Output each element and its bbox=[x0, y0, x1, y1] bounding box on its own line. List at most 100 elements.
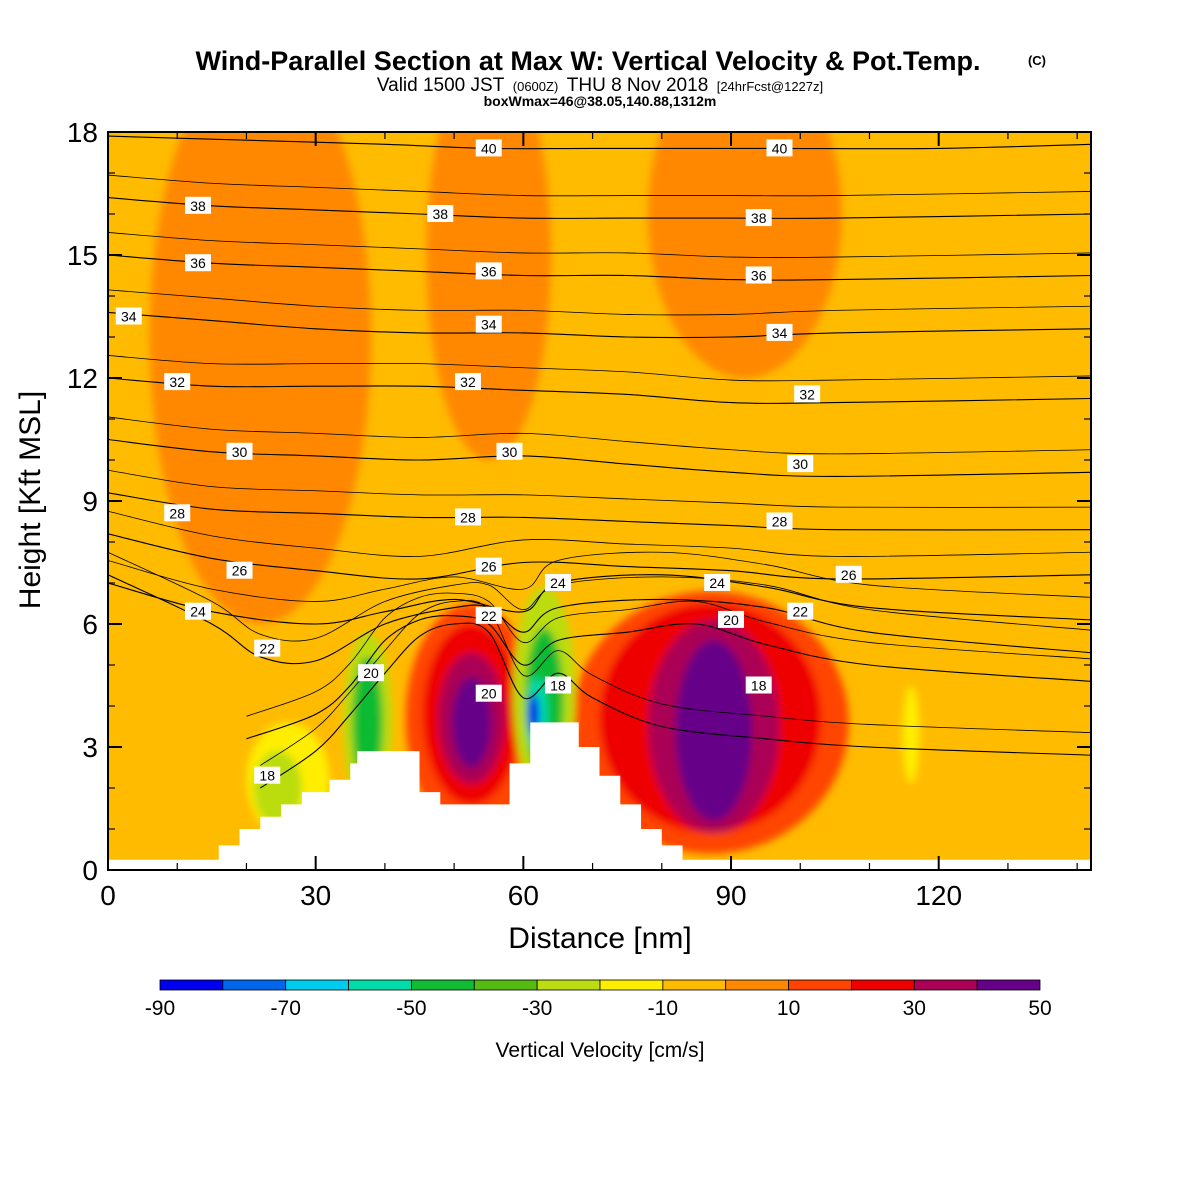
theta-contour-minor-34 bbox=[108, 289, 1091, 316]
svg-text:34: 34 bbox=[121, 309, 137, 325]
theta-contour-40 bbox=[108, 135, 1091, 150]
svg-text:18: 18 bbox=[259, 768, 275, 784]
svg-text:36: 36 bbox=[190, 255, 206, 271]
colorbar: -90 -70 -50 -30 -10 10 30 50 bbox=[145, 979, 1052, 1020]
velocity-cell-20 bbox=[364, 710, 378, 760]
velocity-cell-0 bbox=[149, 132, 372, 624]
theta-contour-minor-24 bbox=[108, 551, 1091, 602]
svg-text:34: 34 bbox=[772, 325, 788, 341]
theta-label-20-2: 20 bbox=[718, 610, 745, 628]
theta-label-32-1: 32 bbox=[454, 373, 481, 391]
theta-contour-minor-28 bbox=[108, 469, 1091, 508]
theta-contour-minor-32 bbox=[108, 355, 1091, 382]
svg-text:32: 32 bbox=[169, 374, 185, 390]
x-tick-label-90: 90 bbox=[715, 880, 746, 911]
colorbar-swatch-11 bbox=[851, 979, 915, 991]
chart-subtitle-box-wmax: boxWmax=46@38.05,140.88,1312m bbox=[484, 93, 717, 109]
y-tick-label-9: 9 bbox=[82, 486, 98, 517]
theta-contour-24 bbox=[108, 574, 1091, 625]
svg-text:18: 18 bbox=[550, 678, 566, 694]
svg-text:26: 26 bbox=[232, 563, 248, 579]
theta-label-24-2: 24 bbox=[704, 574, 731, 591]
svg-text:28: 28 bbox=[772, 514, 788, 530]
theta-contour-minor-22 bbox=[108, 551, 1091, 642]
theta-label-26-0: 26 bbox=[226, 561, 253, 579]
svg-text:20: 20 bbox=[481, 686, 497, 702]
theta-contour-26 bbox=[108, 533, 1091, 580]
colorbar-title: Vertical Velocity [cm/s] bbox=[496, 1039, 705, 1062]
svg-text:36: 36 bbox=[751, 268, 767, 284]
theta-label-24-1: 24 bbox=[544, 574, 571, 591]
theta-contour-28 bbox=[108, 492, 1091, 531]
theta-label-38-1: 38 bbox=[427, 205, 454, 222]
theta-contour-minor-26 bbox=[108, 510, 1091, 557]
svg-text:38: 38 bbox=[190, 198, 206, 214]
colorbar-swatch-0 bbox=[159, 979, 224, 991]
svg-text:30: 30 bbox=[792, 456, 808, 472]
colorbar-tick-label-3: -30 bbox=[522, 997, 552, 1020]
theta-label-28-0: 28 bbox=[164, 504, 191, 522]
theta-label-28-2: 28 bbox=[766, 512, 793, 530]
svg-text:18: 18 bbox=[751, 678, 767, 694]
svg-text:32: 32 bbox=[460, 374, 476, 390]
colorbar-swatch-6 bbox=[536, 979, 601, 991]
colorbar-swatch-9 bbox=[725, 979, 789, 991]
x-tick-label-0: 0 bbox=[100, 880, 116, 911]
svg-text:30: 30 bbox=[502, 444, 518, 460]
svg-text:20: 20 bbox=[363, 665, 379, 681]
y-axis-title: Height [Kft MSL] bbox=[14, 391, 47, 609]
colorbar-tick-label-6: 30 bbox=[903, 997, 926, 1020]
svg-text:28: 28 bbox=[460, 509, 476, 525]
colorbar-tick-label-2: -50 bbox=[396, 997, 426, 1020]
x-tick-label-30: 30 bbox=[300, 880, 331, 911]
theta-label-32-2: 32 bbox=[794, 385, 821, 403]
colorbar-swatch-3 bbox=[348, 979, 412, 991]
svg-text:24: 24 bbox=[190, 604, 206, 620]
y-tick-label-3: 3 bbox=[82, 732, 98, 763]
svg-text:24: 24 bbox=[709, 575, 725, 591]
theta-contour-minor-40 bbox=[108, 114, 1091, 127]
theta-contour-labels: 18 18 18 20 20 20 22 22 22 24 24 24 26 26 26 28 28 28 30 30… bbox=[115, 139, 862, 784]
plot-area: 18 18 18 20 20 20 22 22 22 24 24 24 26 26 26 28 28 28 30 30… bbox=[108, 114, 1091, 870]
y-tick-label-15: 15 bbox=[67, 240, 98, 271]
colorbar-tick-label-7: 50 bbox=[1028, 997, 1051, 1020]
theta-label-18-1: 18 bbox=[544, 676, 571, 694]
theta-label-20-0: 20 bbox=[358, 664, 385, 682]
y-tick-label-12: 12 bbox=[67, 363, 98, 394]
y-tick-label-18: 18 bbox=[67, 117, 98, 148]
theta-label-38-2: 38 bbox=[745, 209, 772, 227]
theta-label-30-2: 30 bbox=[787, 455, 814, 473]
colorbar-swatch-7 bbox=[599, 979, 664, 991]
theta-contour-minor-36 bbox=[108, 232, 1091, 258]
velocity-cell-1 bbox=[426, 132, 552, 460]
theta-label-30-1: 30 bbox=[496, 442, 523, 460]
colorbar-tick-label-4: -10 bbox=[648, 997, 678, 1020]
theta-label-36-0: 36 bbox=[184, 254, 211, 272]
theta-label-28-1: 28 bbox=[454, 508, 481, 526]
svg-text:22: 22 bbox=[259, 641, 275, 657]
colorbar-swatch-4 bbox=[411, 979, 475, 991]
chart-subtitle: Valid 1500 JST (0600Z) THU 8 Nov 2018 [2… bbox=[377, 75, 823, 96]
svg-text:38: 38 bbox=[432, 206, 448, 222]
theta-contour-30 bbox=[108, 438, 1091, 477]
svg-text:40: 40 bbox=[772, 140, 788, 156]
colorbar-tick-label-5: 10 bbox=[777, 997, 800, 1020]
svg-text:38: 38 bbox=[751, 210, 767, 226]
colorbar-swatch-5 bbox=[473, 979, 538, 991]
theta-contour-38 bbox=[108, 197, 1091, 219]
svg-text:34: 34 bbox=[481, 317, 497, 333]
y-tick-label-6: 6 bbox=[82, 609, 98, 640]
chart-title: Wind-Parallel Section at Max W: Vertical… bbox=[196, 46, 981, 76]
svg-text:26: 26 bbox=[481, 559, 497, 575]
svg-text:40: 40 bbox=[481, 140, 497, 156]
theta-label-26-2: 26 bbox=[835, 565, 862, 583]
theta-contour-18 bbox=[259, 622, 1091, 789]
theta-contour-minor-30 bbox=[108, 416, 1091, 455]
x-tick-label-120: 120 bbox=[915, 880, 962, 911]
theta-label-34-0: 34 bbox=[115, 307, 142, 325]
colorbar-swatch-13 bbox=[976, 979, 1041, 991]
theta-contour-minor-38 bbox=[108, 174, 1091, 197]
theta-label-36-2: 36 bbox=[745, 266, 772, 284]
colorbar-swatch-2 bbox=[285, 979, 349, 991]
